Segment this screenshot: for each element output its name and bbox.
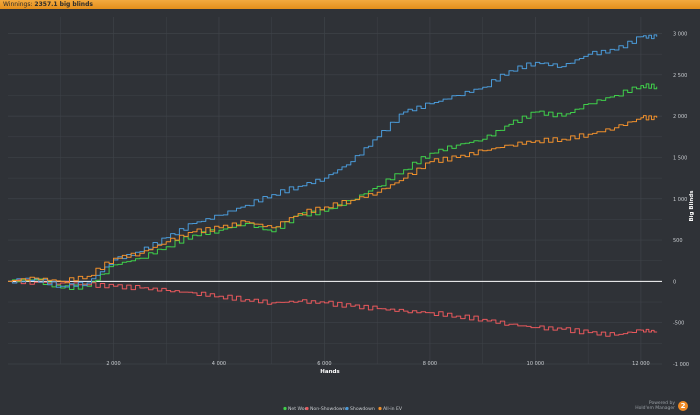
x-tick-label: 10 000 [527, 361, 545, 367]
y-tick-label: -1 000 [673, 362, 689, 368]
legend-label: Showdown [350, 406, 375, 412]
legend-swatch [345, 406, 349, 411]
y-tick-label: 500 [673, 238, 683, 244]
series-lines [8, 34, 658, 337]
legend-label: All-in EV [383, 406, 403, 412]
x-tick-label: 4 000 [212, 361, 226, 367]
brand-line2: Hold'em Manager [635, 406, 675, 411]
y-tick-label: -500 [673, 321, 684, 327]
legend: Net Won Non-Showdown Showdown All-in EV [283, 406, 403, 412]
grid-layer [8, 17, 662, 365]
legend-item-net-won: Net Won [283, 406, 308, 412]
winnings-value: 2357.1 big blinds [34, 1, 93, 8]
legend-item-showdown: Showdown [345, 406, 375, 412]
y-tick-label: 1 000 [673, 197, 687, 203]
legend-swatch [378, 406, 382, 411]
x-tick-label: 8 000 [423, 361, 437, 367]
y-tick-label: 2 500 [673, 73, 687, 79]
y-tick-labels: -1 000 -500 0 500 1 000 1 500 2 000 2 500 3 000 [673, 32, 689, 368]
y-tick-label: 1 500 [673, 155, 687, 161]
y-axis-label: Big Blinds [689, 190, 695, 222]
x-axis-label: Hands [320, 369, 340, 375]
x-tick-label: 12 000 [632, 361, 650, 367]
brand-logo: Powered by Hold'em Manager 2 [635, 400, 688, 412]
x-tick-label: 6 000 [317, 361, 331, 367]
winnings-chart: 2 000 4 000 6 000 8 000 10 000 12 000 -1 000-… [8, 17, 695, 412]
series-line-all-in-ev [8, 115, 658, 284]
brand-line1: Powered by [648, 401, 675, 406]
legend-swatch [305, 406, 309, 411]
x-tick-labels: 2 000 4 000 6 000 8 000 10 000 12 000 [106, 361, 649, 367]
y-tick-label: 2 000 [673, 114, 687, 120]
y-tick-label: 3 000 [673, 32, 687, 38]
legend-label: Net Won [288, 406, 308, 412]
y-tick-label: 0 [673, 279, 676, 285]
winnings-label: Winnings: [3, 1, 33, 8]
series-line-showdown [8, 34, 658, 288]
legend-swatch [283, 406, 287, 411]
hm2-logo-icon: 2 [678, 401, 688, 411]
legend-label: Non-Showdown [310, 406, 346, 412]
legend-item-all-in-ev: All-in EV [378, 406, 403, 412]
x-tick-label: 2 000 [106, 361, 120, 367]
winnings-header: Winnings: 2357.1 big blinds [0, 0, 700, 9]
series-line-net-won [8, 83, 658, 290]
legend-item-non-showdown: Non-Showdown [305, 406, 346, 412]
series-line-non-showdown [8, 279, 658, 337]
